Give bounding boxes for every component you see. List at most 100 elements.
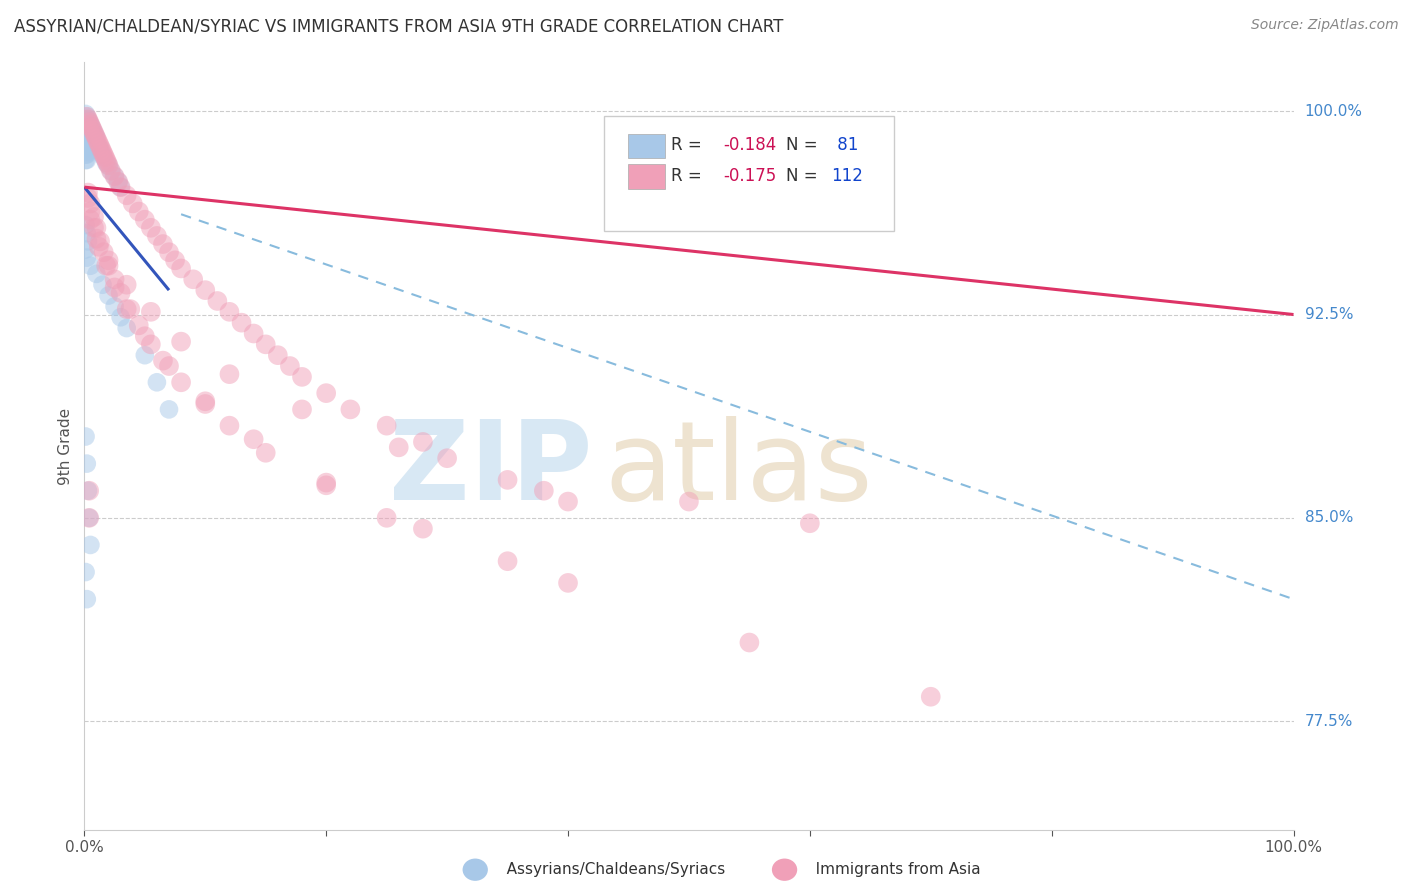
- Point: [533, 483, 555, 498]
- Point: [152, 353, 174, 368]
- Point: [79, 259, 101, 273]
- Point: [76, 147, 98, 161]
- Point: [207, 293, 229, 308]
- Text: 100.0%: 100.0%: [1305, 103, 1362, 119]
- Point: [86, 131, 108, 145]
- Point: [194, 394, 217, 409]
- Point: [242, 432, 264, 446]
- Text: Assyrians/Chaldeans/Syriacs: Assyrians/Chaldeans/Syriacs: [492, 863, 725, 877]
- Point: [139, 337, 162, 351]
- Point: [94, 150, 117, 164]
- Point: [75, 136, 97, 151]
- Point: [82, 123, 104, 137]
- Point: [80, 120, 103, 135]
- Point: [97, 288, 120, 302]
- Point: [79, 204, 101, 219]
- Point: [89, 235, 111, 249]
- Y-axis label: 9th Grade: 9th Grade: [58, 408, 73, 484]
- Point: [76, 592, 98, 607]
- Point: [76, 457, 98, 471]
- Point: [79, 196, 101, 211]
- Point: [76, 142, 98, 156]
- Point: [77, 118, 100, 132]
- Point: [170, 376, 193, 390]
- Point: [77, 112, 100, 127]
- Point: [83, 131, 105, 145]
- FancyBboxPatch shape: [628, 164, 665, 189]
- Point: [104, 169, 127, 184]
- Point: [86, 220, 108, 235]
- Point: [920, 690, 942, 704]
- Point: [76, 226, 98, 240]
- Point: [91, 147, 114, 161]
- Text: Source: ZipAtlas.com: Source: ZipAtlas.com: [1251, 18, 1399, 32]
- Point: [76, 115, 98, 129]
- Point: [77, 139, 100, 153]
- Point: [91, 145, 114, 159]
- Point: [94, 155, 117, 169]
- Text: ZIP: ZIP: [389, 416, 592, 523]
- Point: [254, 337, 277, 351]
- Point: [77, 483, 100, 498]
- Point: [496, 473, 519, 487]
- Point: [157, 245, 180, 260]
- Point: [291, 370, 314, 384]
- Point: [79, 128, 101, 143]
- Point: [110, 310, 132, 325]
- Point: [93, 245, 115, 260]
- Point: [75, 243, 97, 257]
- Point: [77, 145, 100, 159]
- Point: [75, 153, 97, 167]
- Point: [83, 210, 105, 224]
- Point: [80, 131, 103, 145]
- Point: [120, 302, 142, 317]
- Point: [218, 367, 240, 381]
- Point: [83, 126, 105, 140]
- Point: [146, 228, 169, 243]
- Point: [77, 511, 100, 525]
- Point: [75, 115, 97, 129]
- Point: [75, 126, 97, 140]
- Point: [84, 128, 107, 143]
- Point: [76, 153, 98, 167]
- Point: [86, 131, 108, 145]
- Point: [375, 418, 398, 433]
- Point: [100, 164, 122, 178]
- Point: [93, 147, 115, 161]
- Point: [82, 128, 104, 143]
- Point: [93, 150, 115, 164]
- Point: [291, 402, 314, 417]
- Point: [84, 134, 107, 148]
- Point: [110, 285, 132, 300]
- Point: [86, 136, 108, 151]
- Point: [83, 126, 105, 140]
- Point: [170, 334, 193, 349]
- Point: [107, 175, 129, 189]
- Point: [218, 305, 240, 319]
- Text: 92.5%: 92.5%: [1305, 307, 1353, 322]
- Point: [94, 153, 117, 167]
- Point: [339, 402, 361, 417]
- Text: 112: 112: [831, 167, 863, 185]
- Point: [157, 359, 180, 373]
- Point: [87, 240, 110, 254]
- Point: [80, 120, 103, 135]
- Point: [170, 261, 193, 276]
- Point: [75, 112, 97, 127]
- Point: [87, 139, 110, 153]
- Point: [412, 522, 434, 536]
- Point: [436, 451, 458, 466]
- Point: [86, 267, 108, 281]
- Point: [104, 299, 127, 313]
- Point: [77, 123, 100, 137]
- Point: [91, 277, 114, 292]
- Text: N =: N =: [786, 167, 823, 185]
- Point: [496, 554, 519, 568]
- Point: [79, 123, 101, 137]
- Point: [134, 329, 156, 343]
- Point: [97, 158, 120, 172]
- Point: [77, 115, 100, 129]
- Point: [76, 131, 98, 145]
- Point: [76, 120, 98, 135]
- Point: [799, 516, 821, 531]
